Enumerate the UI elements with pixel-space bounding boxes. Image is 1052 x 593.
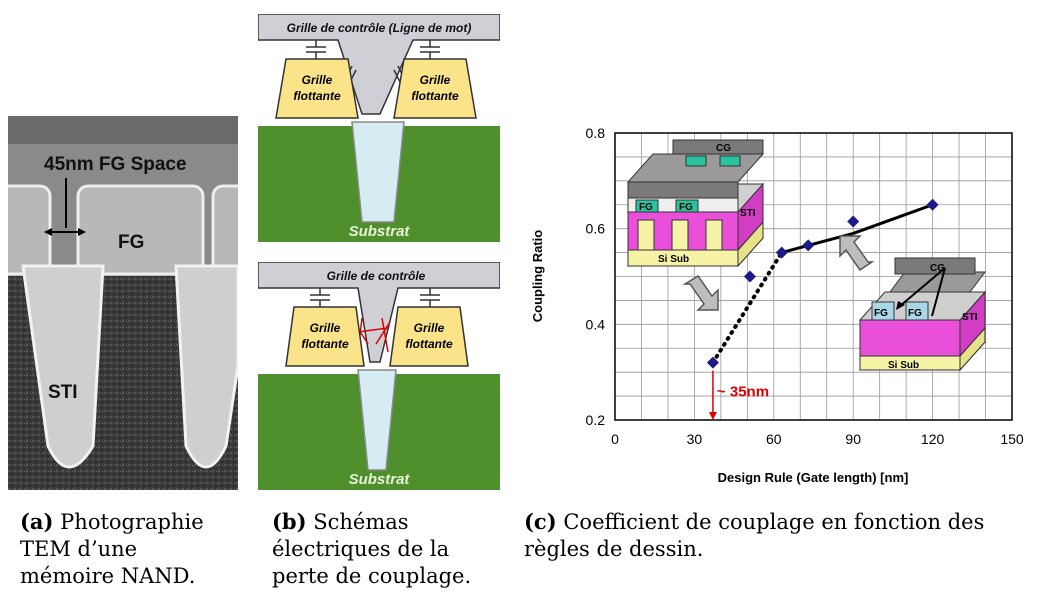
substrate-label-2: Substrat [349, 471, 411, 488]
fg-right-line1: Grille [420, 73, 451, 87]
trend-lines [710, 203, 934, 365]
y-ticks: 0.2 0.4 0.6 0.8 [586, 125, 606, 428]
caption-a-text: Photographie TEM d’une mémoire NAND. [20, 510, 204, 588]
inset2-sti-label: STI [962, 312, 978, 323]
inset-stack-wrapped: CG FG FG STI Si Sub [858, 257, 987, 372]
inset-stack-planar: CG FG FG STI Si Sub [626, 139, 765, 268]
inset2-cg-label: CG [930, 263, 945, 274]
fg-right-line2: flottante [411, 89, 459, 103]
annotation-35nm [708, 370, 717, 420]
coupling-chart: 0.2 0.4 0.6 0.8 0 30 60 90 120 150 Coupling Rati… [520, 110, 1050, 500]
data-point [706, 356, 719, 369]
label-fg-space: 45nm FG Space [44, 154, 187, 175]
x-tick-label: 150 [1000, 431, 1024, 447]
fg-left-line1-b: Grille [310, 321, 341, 335]
fg-left-line2-b: flottante [301, 337, 349, 351]
caption-c: (c) Coefficient de couplage en fonction … [524, 508, 1044, 563]
caption-b-label: (b) [272, 509, 307, 534]
x-tick-label: 120 [921, 431, 945, 447]
inset2-sub-label: Si Sub [888, 360, 919, 371]
tem-image: 45nm FG Space FG STI [0, 116, 255, 490]
data-point [926, 198, 939, 211]
control-gate-label-2: Grille de contrôle [327, 269, 426, 283]
fg-right-line1-b: Grille [414, 321, 445, 335]
label-sti: STI [48, 382, 78, 403]
inset1-sub-label: Si Sub [658, 254, 689, 265]
caption-b: (b) Schémas électriques de la perte de c… [272, 508, 490, 590]
fg-left-line1: Grille [302, 73, 333, 87]
data-points [706, 198, 939, 369]
x-tick-label: 90 [845, 431, 861, 447]
inset2-fg2-label: FG [908, 308, 922, 319]
schematic-bottom: Grille de contrôle Grille flottante Gril… [257, 261, 501, 490]
trend-line-solid [781, 203, 934, 255]
x-tick-label: 60 [766, 431, 782, 447]
x-axis-label: Design Rule (Gate length) [nm] [718, 470, 909, 485]
label-fg: FG [118, 232, 144, 253]
inset2-fg1-label: FG [874, 308, 888, 319]
data-point [802, 239, 815, 252]
control-gate-label: Grille de contrôle (Ligne de mot) [287, 21, 472, 35]
y-axis-label: Coupling Ratio [530, 230, 545, 322]
y-tick-label: 0.4 [586, 316, 606, 332]
fg-right-line2-b: flottante [405, 337, 453, 351]
trend-line-dotted [710, 250, 784, 365]
x-tick-label: 0 [611, 431, 619, 447]
caption-c-text: Coefficient de couplage en fonction des … [524, 510, 985, 561]
inset1-fg2-label: FG [679, 202, 693, 213]
y-tick-label: 0.6 [586, 221, 606, 237]
data-point [847, 215, 860, 228]
grey-arrow-right [839, 235, 875, 272]
caption-c-label: (c) [524, 509, 557, 534]
annotation-35nm-label: ~ 35nm [717, 383, 769, 400]
caption-a: (a) Photographie TEM d’une mémoire NAND. [20, 508, 224, 590]
x-tick-label: 30 [687, 431, 703, 447]
inset1-cg-label: CG [716, 143, 731, 154]
grey-arrow-left [682, 274, 719, 311]
substrate-label: Substrat [349, 223, 411, 240]
annotation-arrowhead [708, 412, 717, 420]
data-point [743, 270, 756, 283]
y-tick-label: 0.2 [586, 412, 606, 428]
schematic-top: Grille de contrôle (Ligne de mot) Grille… [257, 13, 501, 242]
plot-frame [614, 132, 1013, 421]
caption-b-text: Schémas électriques de la perte de coupl… [272, 510, 472, 588]
fg-left-line2: flottante [293, 89, 341, 103]
inset1-sti-label: STI [740, 208, 756, 219]
y-tick-label: 0.8 [586, 125, 606, 141]
caption-a-label: (a) [20, 509, 54, 534]
inset1-fg1-label: FG [639, 202, 653, 213]
x-ticks: 0 30 60 90 120 150 [611, 431, 1024, 447]
data-point [775, 246, 788, 259]
